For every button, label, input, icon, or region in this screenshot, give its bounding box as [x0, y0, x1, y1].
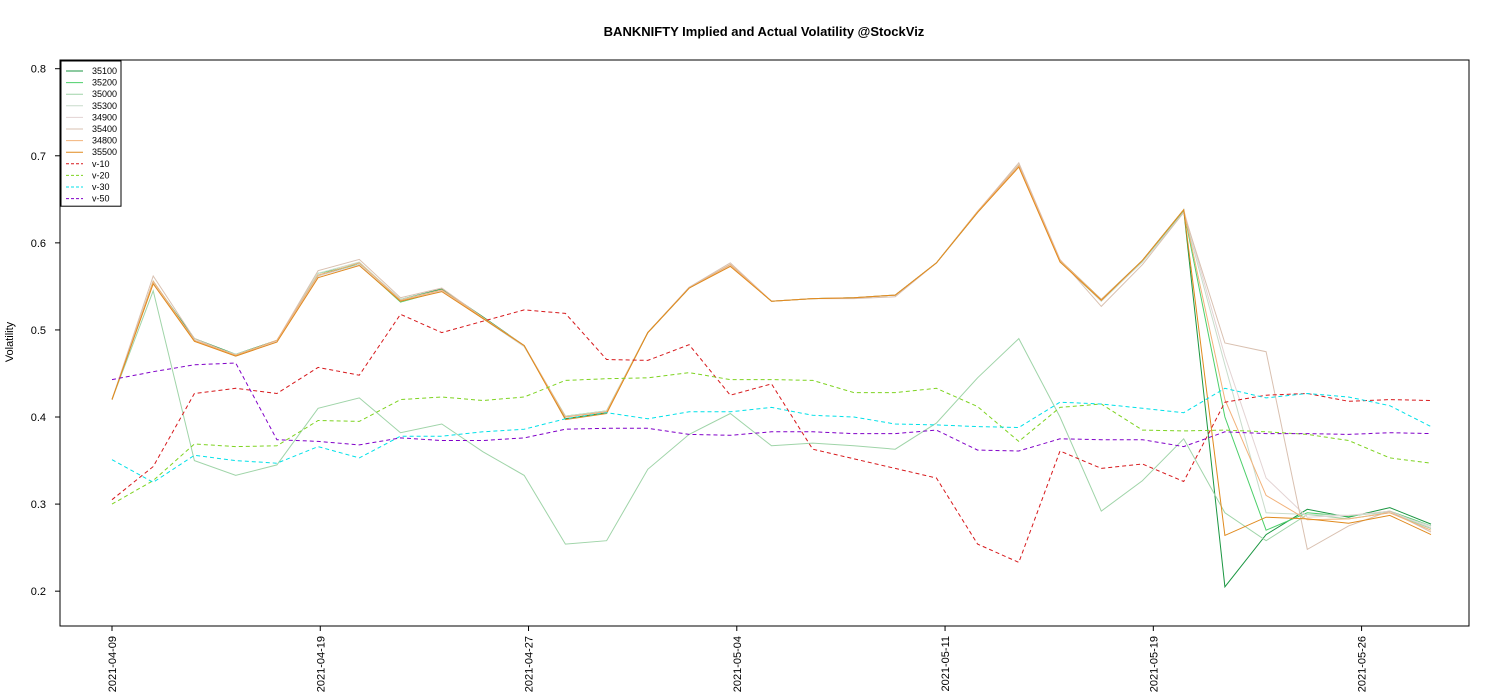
- y-tick-label: 0.2: [31, 586, 46, 598]
- legend-label: 35400: [92, 124, 117, 134]
- x-tick-label: 2021-05-26: [1357, 636, 1369, 692]
- x-tick-label: 2021-04-09: [107, 636, 119, 692]
- series-line-35100: [111, 165, 1432, 589]
- y-tick-label: 0.4: [31, 412, 46, 424]
- legend-label: 35500: [92, 147, 117, 157]
- series-line-35000: [111, 289, 1432, 545]
- y-tick-label: 0.3: [31, 499, 46, 511]
- x-tick-label: 2021-04-27: [524, 636, 536, 692]
- chart-title: BANKNIFTY Implied and Actual Volatility …: [604, 24, 925, 39]
- x-tick-label: 2021-04-19: [315, 636, 327, 692]
- legend-label: 34800: [92, 136, 117, 146]
- plot-frame: [59, 59, 1470, 627]
- series-line-34900: [111, 165, 1432, 529]
- legend-label: v-30: [92, 182, 110, 192]
- y-tick-label: 0.5: [31, 325, 46, 337]
- x-axis: 2021-04-09 2021-04-19 2021-04-27 2021-05-04…: [107, 626, 1369, 692]
- legend-label: 35100: [92, 66, 117, 76]
- series-line-35500: [111, 166, 1432, 537]
- series-line-v-20: [111, 372, 1432, 505]
- y-tick-label: 0.7: [31, 151, 46, 163]
- legend-label: v-20: [92, 170, 110, 180]
- legend-label: 35000: [92, 89, 117, 99]
- y-axis: 0.2 0.3 0.4 0.5 0.6 0.7 0.8: [31, 64, 60, 598]
- series-line-35400: [111, 161, 1432, 551]
- x-tick-label: 2021-05-11: [940, 636, 952, 691]
- x-tick-label: 2021-05-04: [732, 636, 744, 692]
- legend-label: v-10: [92, 159, 110, 169]
- series-line-35200: [111, 164, 1432, 531]
- y-tick-label: 0.6: [31, 238, 46, 250]
- x-tick-label: 2021-05-19: [1148, 636, 1160, 692]
- y-tick-label: 0.8: [31, 64, 46, 76]
- series-line-v-10: [111, 309, 1432, 564]
- legend-box: [60, 60, 122, 207]
- series-line-34800: [111, 164, 1432, 531]
- series-line-v-30: [111, 387, 1432, 483]
- legend-label: v-50: [92, 194, 110, 204]
- legend-label: 35200: [92, 78, 117, 88]
- legend-label: 34900: [92, 112, 117, 122]
- legend-label: 35300: [92, 101, 117, 111]
- series-line-v-50: [111, 362, 1432, 452]
- series-layer: [111, 161, 1432, 589]
- y-axis-label: Volatility: [4, 321, 16, 362]
